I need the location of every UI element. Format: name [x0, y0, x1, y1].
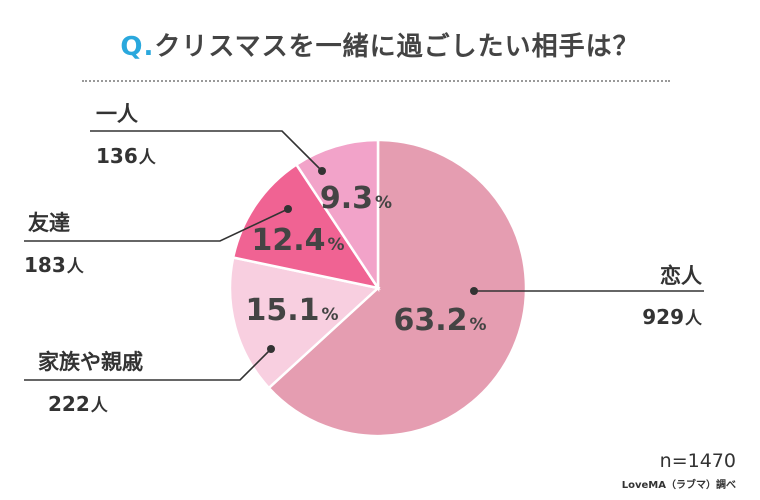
slice-percent-label-4: 9.3%	[320, 181, 392, 216]
category-label-3: 友達	[28, 211, 70, 235]
leader-dot-2	[267, 345, 275, 353]
category-label-1: 恋人	[660, 264, 702, 288]
slice-percent-label-2: 15.1%	[245, 293, 338, 328]
pie-slice-4	[294, 138, 380, 293]
leader-line-2	[24, 348, 272, 381]
slice-labels: 63.2 % 恋人 929人 15.1 % 家族や親戚 222人 12.4 % 友達 183人 9.3%…	[24, 102, 703, 416]
slice-percent-label-3: 12.4%	[251, 223, 344, 258]
leader-line-4	[90, 130, 323, 172]
leader-lines	[24, 130, 704, 381]
pie-slice-2	[228, 256, 381, 390]
category-label-2: 家族や親戚	[38, 350, 143, 374]
title-text: クリスマスを一緒に過ごしたい相手は？	[154, 32, 640, 62]
pie-slice-1	[267, 138, 528, 438]
count-label-4: 136人	[96, 144, 157, 168]
leader-dot-3	[284, 205, 292, 213]
sample-size: n=1470	[659, 450, 736, 472]
pie-slices	[228, 138, 528, 438]
category-label-4: 一人	[96, 102, 138, 126]
slice-percent-label-1: 63.2%	[393, 303, 486, 338]
chart-title: Q.クリスマスを一緒に過ごしたい相手は？	[0, 26, 760, 76]
count-label-2: 222人	[48, 392, 109, 416]
leader-dot-4	[318, 167, 326, 175]
leader-dot-1	[470, 287, 478, 295]
count-label-1: 929人	[642, 305, 703, 329]
title-prefix: Q.	[120, 32, 155, 62]
leader-line-3	[24, 208, 289, 242]
source-credit: LoveMA（ラブマ）調べ	[621, 480, 736, 491]
pie-slice-3	[231, 162, 381, 290]
title-divider	[82, 80, 670, 82]
count-label-3: 183人	[24, 253, 85, 277]
